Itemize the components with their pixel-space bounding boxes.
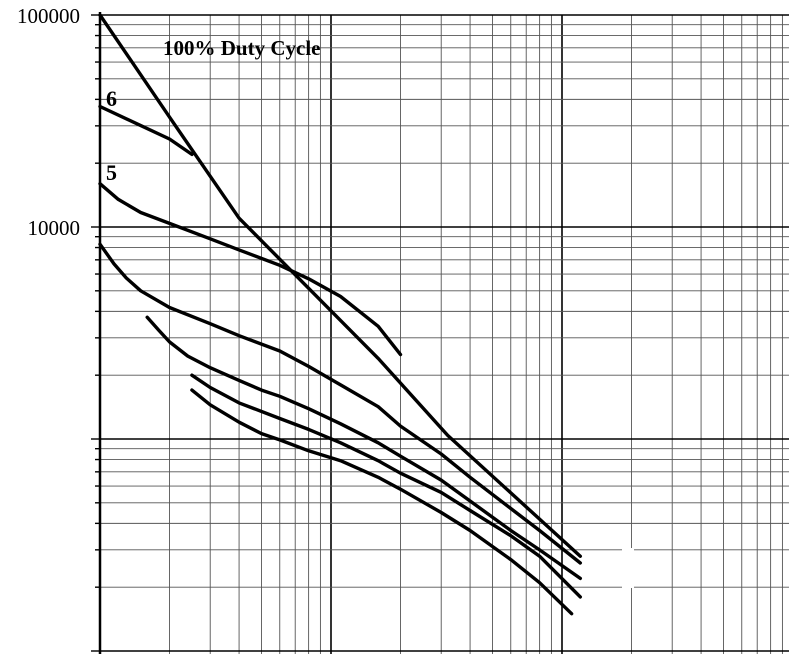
series-line-curve-2 (190, 373, 582, 599)
series-line-duty-100 (98, 13, 582, 558)
series-line-curve-4 (98, 242, 582, 565)
axes (91, 12, 102, 654)
series-line-curve-1 (190, 388, 574, 616)
annotation-text: 100% Duty Cycle (163, 36, 320, 60)
series-line-curve-6 (98, 104, 194, 157)
series-label: 6 (106, 86, 117, 111)
series-line-curve-3 (145, 315, 582, 581)
series-lines (98, 13, 582, 616)
series-label: 5 (106, 160, 117, 185)
y-tick-label: 100000 (17, 4, 80, 28)
right-gap-mask (622, 548, 634, 588)
series-line-curve-5 (98, 182, 403, 357)
labels: 100000 10000 6 5 100% Duty Cycle (17, 4, 320, 240)
y-tick-label: 10000 (28, 216, 81, 240)
